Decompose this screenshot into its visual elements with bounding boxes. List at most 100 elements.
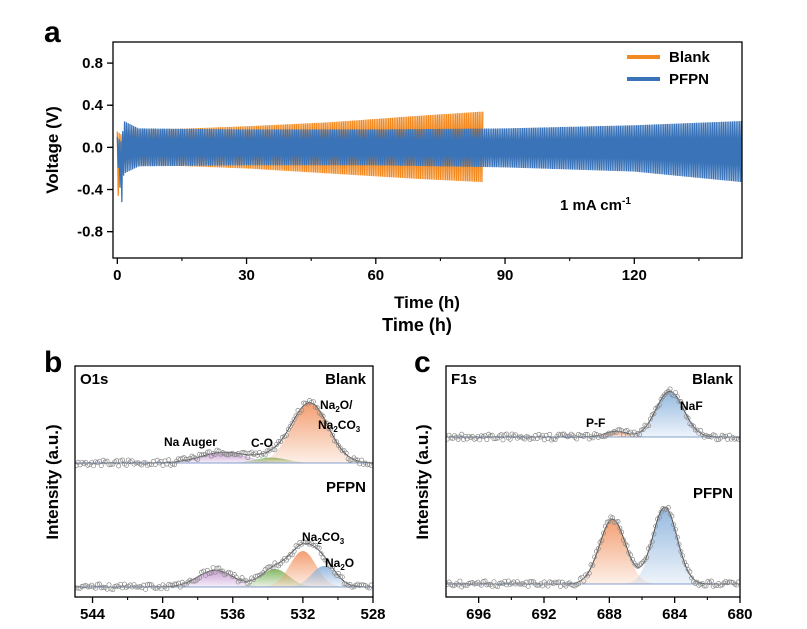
- data-point: [318, 551, 324, 557]
- data-point: [343, 581, 349, 587]
- data-point: [493, 583, 499, 589]
- y-axis-title-c: Intensity (a.u.): [413, 424, 432, 539]
- data-point: [529, 578, 535, 584]
- panel-b-title: O1s: [80, 371, 108, 388]
- data-point: [543, 432, 549, 438]
- data-point: [674, 394, 680, 400]
- data-point: [655, 516, 660, 522]
- panel-b-blank-label: Blank: [325, 371, 367, 388]
- data-point: [461, 437, 466, 442]
- data-point: [216, 565, 222, 571]
- data-point: [541, 437, 547, 443]
- x-tick-label-b: 528: [360, 606, 385, 623]
- y-tick-label-a: 0.0: [82, 139, 103, 156]
- data-point: [96, 581, 102, 587]
- data-point: [303, 400, 309, 406]
- data-point: [177, 456, 183, 462]
- data-point: [622, 541, 628, 547]
- data-point: [446, 436, 450, 442]
- data-point: [326, 562, 332, 568]
- data-point: [166, 581, 172, 587]
- data-point: [502, 432, 508, 438]
- data-point: [646, 546, 651, 551]
- data-point: [629, 556, 635, 562]
- data-point: [604, 519, 610, 525]
- data-point: [505, 435, 511, 441]
- data-point: [357, 461, 363, 467]
- data-point: [559, 579, 565, 585]
- data-point: [293, 413, 299, 419]
- data-point: [206, 449, 212, 455]
- x-tick-label-c: 696: [466, 606, 491, 623]
- data-point: [470, 580, 475, 586]
- data-point: [322, 419, 328, 425]
- data-point: [75, 585, 79, 591]
- data-point: [491, 579, 497, 585]
- data-point: [714, 437, 720, 443]
- annot-pfpn-na2o: Na2O: [325, 556, 354, 572]
- data-point: [547, 579, 553, 585]
- data-point: [653, 405, 659, 411]
- data-point: [602, 433, 608, 439]
- data-point: [649, 539, 655, 544]
- current-density-annotation: 1 mA cm-1: [560, 196, 631, 214]
- data-point: [728, 436, 734, 442]
- panel-letter-c: c: [414, 346, 431, 379]
- data-point: [160, 582, 166, 588]
- data-point: [558, 583, 563, 589]
- peak-fill-p-f: [446, 519, 740, 584]
- data-point: [208, 453, 214, 459]
- data-point: [316, 410, 322, 416]
- data-point: [685, 567, 691, 573]
- data-point: [289, 552, 295, 558]
- data-point: [638, 427, 644, 433]
- data-point: [588, 562, 594, 568]
- data-point: [689, 575, 695, 581]
- data-point: [266, 448, 272, 454]
- data-point: [245, 455, 251, 460]
- data-point: [716, 437, 722, 443]
- data-point: [493, 436, 499, 441]
- data-point: [464, 582, 470, 588]
- data-point: [272, 447, 278, 453]
- peak-fill-na-auger: [75, 570, 373, 587]
- data-point: [678, 549, 684, 554]
- panel-letter-b: b: [44, 346, 62, 379]
- data-point: [710, 583, 716, 589]
- data-point: [125, 457, 131, 463]
- data-point: [597, 540, 603, 546]
- peak-fill-na2o-na2co3: [75, 403, 373, 463]
- data-point: [285, 426, 291, 432]
- data-point: [336, 443, 341, 448]
- data-point: [626, 550, 632, 556]
- data-point: [680, 553, 686, 559]
- y-axis-title-a: Voltage (V): [43, 106, 62, 194]
- series-band-pfpn: [116, 121, 742, 203]
- peak-fill-naf: [446, 391, 740, 437]
- data-point: [121, 461, 127, 467]
- data-point: [617, 525, 623, 531]
- data-point: [355, 457, 361, 463]
- annot-naf: NaF: [680, 399, 703, 413]
- data-point: [518, 581, 524, 587]
- data-point: [280, 434, 285, 440]
- x-tick-label-b: 540: [150, 606, 175, 623]
- x-tick-label-c: 688: [597, 606, 622, 623]
- data-point: [619, 529, 625, 535]
- data-point: [576, 431, 581, 437]
- plot-frame-c: [445, 365, 741, 598]
- data-point: [527, 579, 533, 585]
- panel-c-pfpn-label: PFPN: [693, 485, 733, 502]
- data-point: [680, 404, 686, 410]
- x-tick-label-c: 680: [727, 606, 752, 623]
- data-point: [255, 573, 260, 579]
- panel-b-pfpn-label: PFPN: [326, 479, 366, 496]
- data-point: [243, 578, 249, 584]
- x-tick-label-a: 90: [497, 267, 514, 284]
- data-point: [324, 557, 330, 563]
- legend-a: Blank PFPN: [627, 49, 711, 88]
- data-point: [676, 541, 682, 547]
- data-point: [264, 448, 270, 454]
- data-point: [75, 463, 79, 468]
